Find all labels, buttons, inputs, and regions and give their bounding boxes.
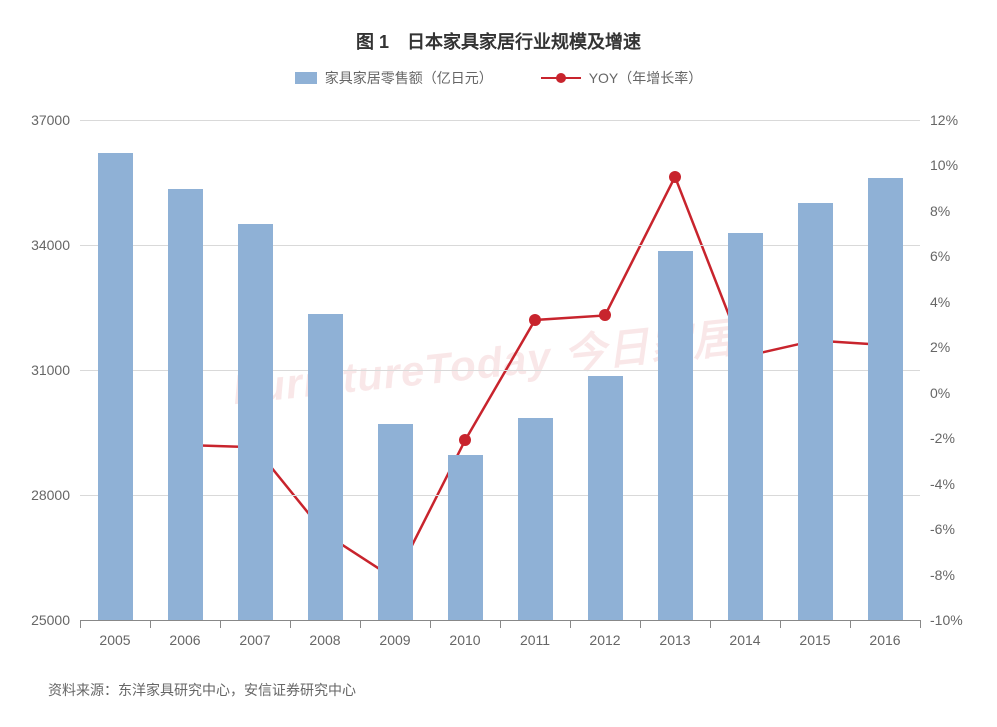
- y-left-tick-label: 28000: [31, 487, 80, 503]
- x-tick: [570, 620, 571, 628]
- legend-item-bars: 家具家居零售额（亿日元）: [295, 68, 493, 88]
- y-right-tick-label: -6%: [920, 521, 955, 537]
- source-label: 资料来源：东洋家具研究中心，安信证券研究中心: [48, 680, 356, 700]
- x-tick: [850, 620, 851, 628]
- bar: [448, 455, 483, 620]
- x-tick: [640, 620, 641, 628]
- grid-line: [80, 370, 920, 371]
- yoy-marker: [459, 434, 471, 446]
- x-tick: [430, 620, 431, 628]
- legend-bar-swatch: [295, 72, 317, 84]
- y-right-tick-label: 8%: [920, 203, 950, 219]
- x-tick-label: 2015: [799, 620, 830, 648]
- y-right-tick-label: 6%: [920, 248, 950, 264]
- legend-item-line: YOY（年增长率）: [541, 68, 703, 88]
- y-left-tick-label: 31000: [31, 362, 80, 378]
- x-tick: [780, 620, 781, 628]
- x-tick-label: 2013: [659, 620, 690, 648]
- bar: [588, 376, 623, 620]
- bar: [378, 424, 413, 620]
- grid-line: [80, 495, 920, 496]
- y-right-tick-label: -2%: [920, 430, 955, 446]
- plot-area: FurnitureToday 今日家居 25000280003100034000…: [80, 120, 920, 620]
- y-right-tick-label: 12%: [920, 112, 958, 128]
- x-tick-label: 2005: [99, 620, 130, 648]
- chart-title: 图 1 日本家具家居行业规模及增速: [0, 0, 997, 54]
- bar: [238, 224, 273, 620]
- y-right-tick-label: 2%: [920, 339, 950, 355]
- x-tick-label: 2011: [520, 620, 550, 648]
- chart-container: 图 1 日本家具家居行业规模及增速 家具家居零售额（亿日元） YOY（年增长率）…: [0, 0, 997, 727]
- yoy-marker: [599, 309, 611, 321]
- x-tick-label: 2006: [169, 620, 200, 648]
- legend-bar-label: 家具家居零售额（亿日元）: [325, 68, 493, 88]
- x-tick-label: 2012: [589, 620, 620, 648]
- y-left-tick-label: 37000: [31, 112, 80, 128]
- y-right-tick-label: 4%: [920, 294, 950, 310]
- bar: [868, 178, 903, 620]
- x-tick: [80, 620, 81, 628]
- y-left-tick-label: 25000: [31, 612, 80, 628]
- y-right-tick-label: -4%: [920, 476, 955, 492]
- y-right-tick-label: -10%: [920, 612, 963, 628]
- bar: [168, 189, 203, 620]
- bar: [98, 153, 133, 620]
- x-tick: [710, 620, 711, 628]
- bar: [658, 251, 693, 620]
- x-tick: [360, 620, 361, 628]
- bar: [798, 203, 833, 620]
- x-tick: [150, 620, 151, 628]
- bar: [728, 233, 763, 621]
- grid-line: [80, 245, 920, 246]
- x-tick-label: 2009: [379, 620, 410, 648]
- x-tick: [500, 620, 501, 628]
- x-tick-label: 2010: [449, 620, 480, 648]
- yoy-marker: [669, 171, 681, 183]
- legend-line-swatch: [541, 77, 581, 79]
- y-left-tick-label: 34000: [31, 237, 80, 253]
- x-tick-label: 2007: [239, 620, 270, 648]
- x-tick-label: 2014: [729, 620, 760, 648]
- bar: [518, 418, 553, 620]
- x-tick: [220, 620, 221, 628]
- yoy-marker: [529, 314, 541, 326]
- x-tick-label: 2016: [869, 620, 900, 648]
- x-tick: [290, 620, 291, 628]
- x-tick-label: 2008: [309, 620, 340, 648]
- y-right-tick-label: -8%: [920, 567, 955, 583]
- y-right-tick-label: 10%: [920, 157, 958, 173]
- bar: [308, 314, 343, 620]
- x-tick: [920, 620, 921, 628]
- legend: 家具家居零售额（亿日元） YOY（年增长率）: [0, 68, 997, 88]
- y-right-tick-label: 0%: [920, 385, 950, 401]
- legend-line-label: YOY（年增长率）: [589, 68, 703, 88]
- grid-line: [80, 120, 920, 121]
